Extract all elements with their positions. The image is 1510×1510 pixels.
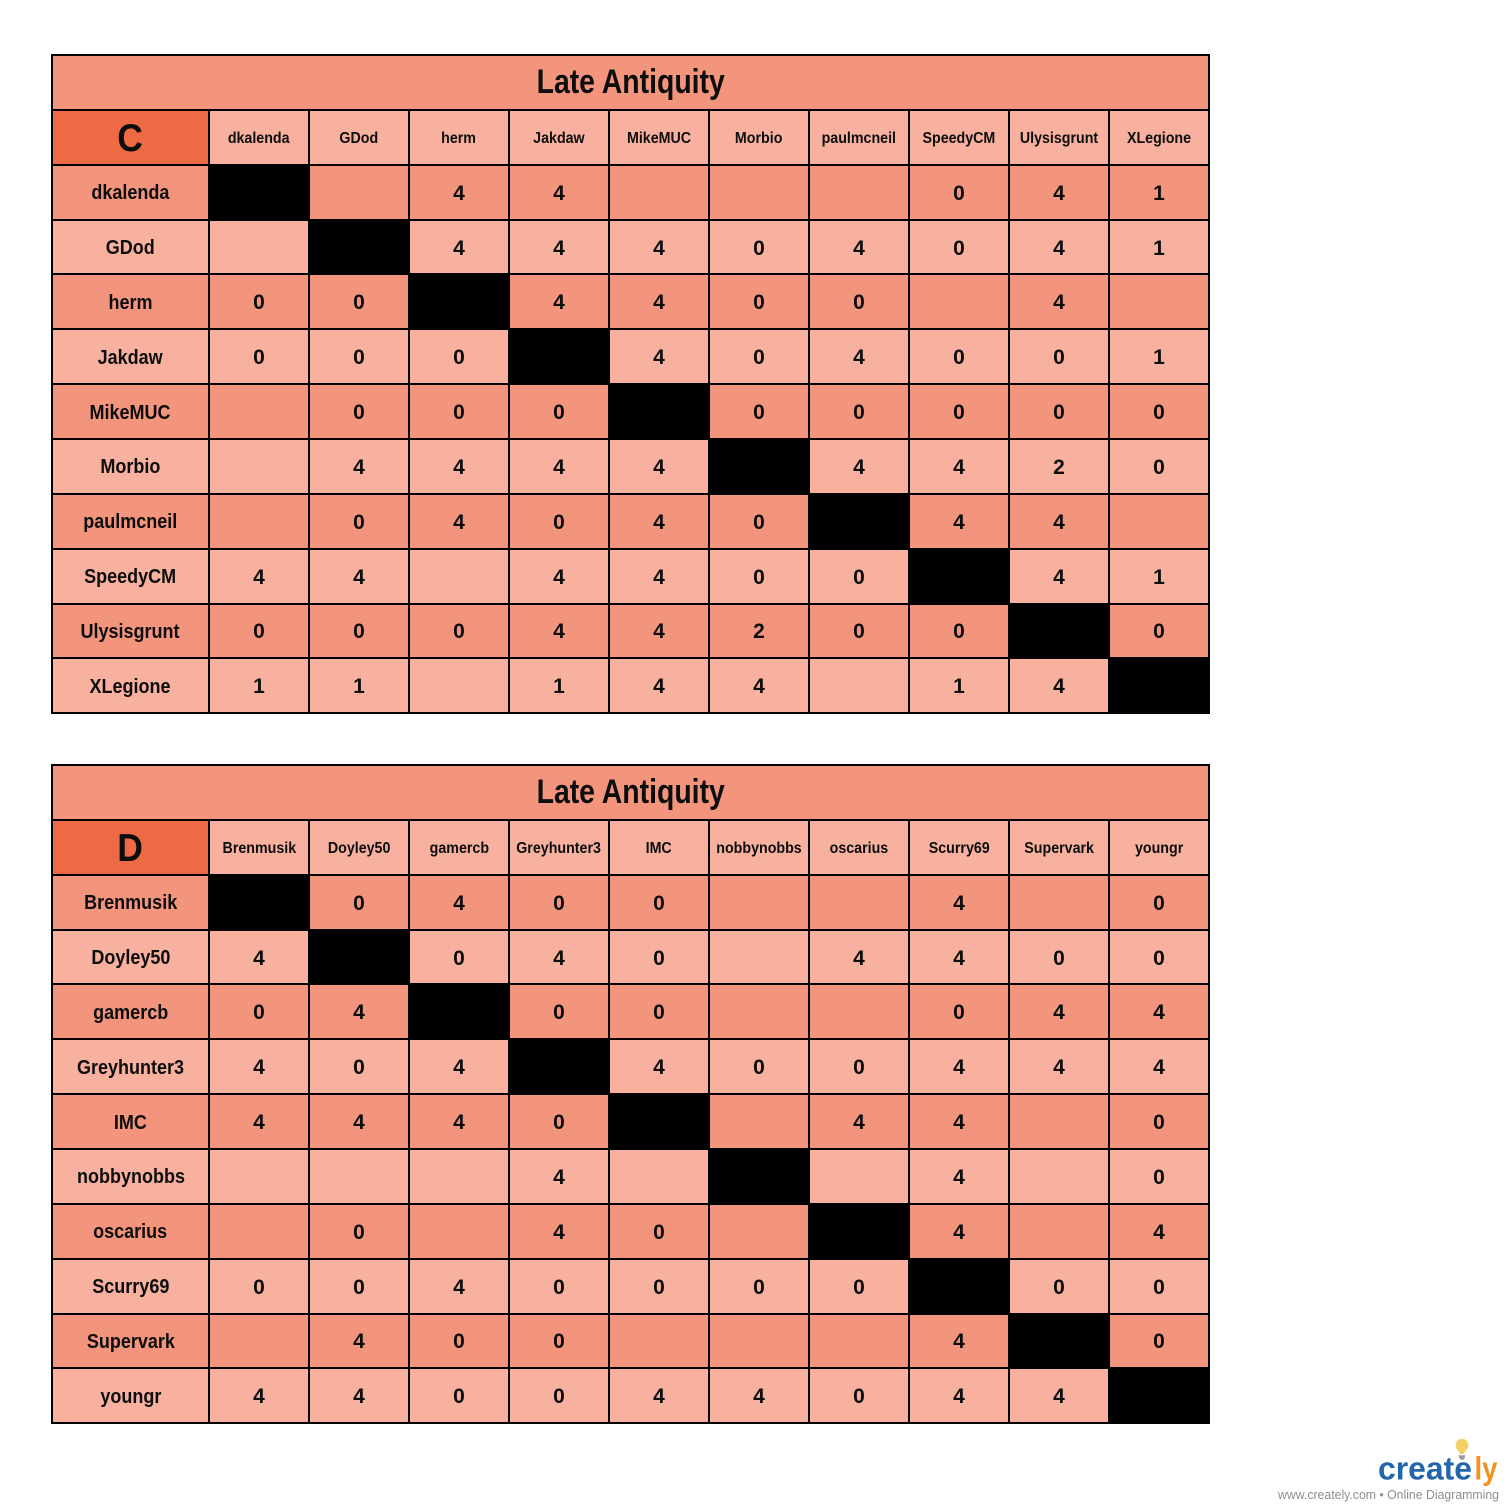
- svg-text:ly: ly: [1475, 1451, 1498, 1487]
- svg-text:create: create: [1378, 1451, 1472, 1487]
- svg-text:www.creately.com • Online Diag: www.creately.com • Online Diagramming: [1277, 1488, 1499, 1502]
